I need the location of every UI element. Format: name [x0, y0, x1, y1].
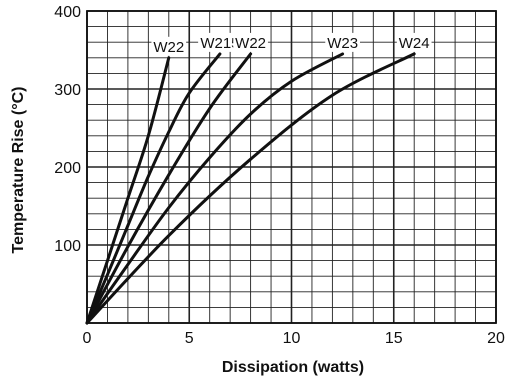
series-label-background [396, 32, 432, 52]
series-label: W24 [399, 35, 430, 52]
x-tick-label: 5 [185, 330, 194, 347]
y-axis-title: Temperature Rise (°C) [10, 86, 27, 253]
x-tick-label: 10 [283, 330, 301, 347]
x-tick-label: 20 [487, 330, 505, 347]
series-line [85, 52, 222, 325]
y-tick-label: 200 [54, 160, 81, 177]
plot-frame [86, 10, 497, 324]
series-label: W215 [200, 35, 239, 52]
y-tick-label: 400 [54, 4, 81, 21]
series-label-background [151, 36, 187, 56]
series-line [85, 52, 253, 325]
y-tick-label: 300 [54, 82, 81, 99]
series-label: W23 [327, 35, 358, 52]
series-label-background [198, 32, 242, 52]
grid [86, 10, 497, 324]
series-label-background [325, 32, 360, 52]
series-label-background [233, 32, 268, 52]
x-axis-title: Dissipation (watts) [222, 359, 364, 376]
tick-labels: 0 5 10 15 20 100 200 300 400 [54, 4, 505, 347]
x-tick-label: 0 [83, 330, 92, 347]
series-lines [85, 52, 416, 325]
series-label: W22 [153, 39, 184, 56]
x-tick-label: 15 [385, 330, 403, 347]
series-line [85, 56, 171, 325]
y-tick-label: 100 [54, 238, 81, 255]
series-label: W22 [235, 35, 266, 52]
series-line [85, 52, 416, 325]
series-line [85, 52, 345, 325]
